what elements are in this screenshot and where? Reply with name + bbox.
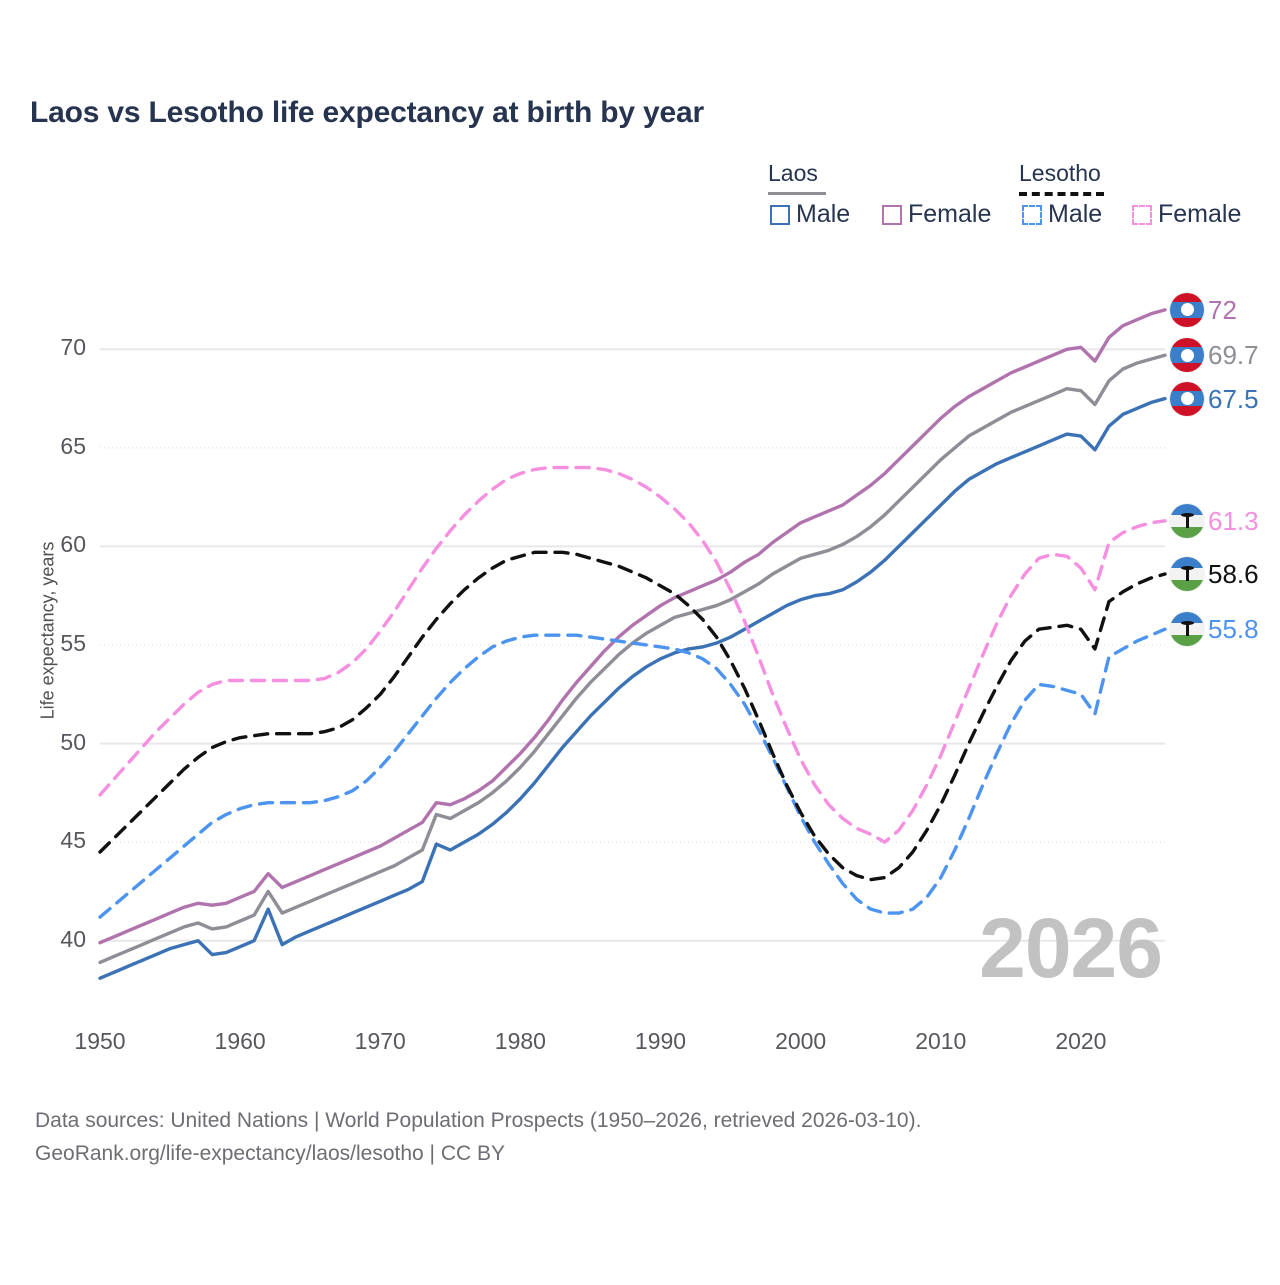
y-tick-label: 50 xyxy=(60,728,86,755)
endpoint-lesotho-male[interactable]: 55.8 xyxy=(1170,612,1259,647)
endpoint-laos-female[interactable]: 72 xyxy=(1170,292,1237,327)
legend-rule-dashed xyxy=(1019,192,1104,196)
series-line-lesotho-total xyxy=(98,550,1167,882)
endpoint-value: 58.6 xyxy=(1208,559,1259,590)
x-tick-label: 2010 xyxy=(915,1028,967,1054)
series-line-lesotho-male xyxy=(98,627,1167,919)
lesotho-flag-icon xyxy=(1170,557,1204,591)
footer-line-sources: Data sources: United Nations | World Pop… xyxy=(35,1109,922,1132)
endpoint-value: 72 xyxy=(1208,294,1237,325)
laos-flag-icon xyxy=(1170,381,1204,416)
y-tick-label: 55 xyxy=(60,630,86,656)
x-tick-label: 2020 xyxy=(1055,1028,1107,1054)
page-title: Laos vs Lesotho life expectancy at birth… xyxy=(30,96,704,129)
x-tick-label: 1970 xyxy=(354,1028,406,1054)
series-line-laos-female xyxy=(98,308,1167,945)
endpoint-lesotho-total[interactable]: 58.6 xyxy=(1170,557,1259,591)
year-watermark: 2026 xyxy=(979,901,1163,995)
series-line-laos-male xyxy=(98,396,1167,980)
endpoint-value: 69.7 xyxy=(1208,340,1259,371)
x-tick-label: 1950 xyxy=(74,1028,126,1054)
footer-credits: Data sources: United Nations | World Pop… xyxy=(35,1105,921,1170)
endpoint-value: 61.3 xyxy=(1208,505,1259,536)
legend-swatch-icon xyxy=(770,204,790,225)
x-tick-label: 2000 xyxy=(775,1028,827,1054)
legend-swatch-icon xyxy=(1022,204,1042,225)
lesotho-flag-icon xyxy=(1170,612,1204,647)
endpoint-laos-total[interactable]: 69.7 xyxy=(1170,338,1259,373)
legend-item-label: Male xyxy=(1048,200,1103,228)
lesotho-flag-icon xyxy=(1170,503,1204,538)
legend-item-laos-male[interactable]: Male xyxy=(770,202,850,227)
endpoint-value: 55.8 xyxy=(1208,614,1259,645)
chart-legend: Laos Lesotho Male Female Male Female xyxy=(760,160,1260,242)
series-line-lesotho-female xyxy=(98,465,1167,844)
legend-item-lesotho-male[interactable]: Male xyxy=(1022,202,1102,227)
laos-flag-icon xyxy=(1170,338,1204,373)
x-tick-label: 1980 xyxy=(494,1028,546,1054)
legend-swatch-icon xyxy=(882,204,902,225)
legend-group-lesotho: Lesotho xyxy=(1019,160,1101,186)
y-tick-label: 65 xyxy=(60,432,86,459)
endpoint-laos-male[interactable]: 67.5 xyxy=(1170,381,1259,416)
legend-swatch-icon xyxy=(1132,204,1152,225)
legend-item-label: Female xyxy=(908,200,992,228)
endpoint-lesotho-female[interactable]: 61.3 xyxy=(1170,503,1259,538)
footer-line-link[interactable]: GeoRank.org/life-expectancy/laos/lesotho… xyxy=(35,1141,506,1165)
y-tick-label: 70 xyxy=(60,334,86,361)
laos-flag-icon xyxy=(1170,292,1204,327)
legend-item-lesotho-female[interactable]: Female xyxy=(1132,202,1241,227)
x-tick-label: 1990 xyxy=(634,1028,687,1054)
legend-item-laos-female[interactable]: Female xyxy=(882,202,991,227)
endpoint-value: 67.5 xyxy=(1208,383,1259,414)
legend-group-laos: Laos xyxy=(768,160,818,186)
y-tick-label: 60 xyxy=(60,531,86,558)
legend-rule-solid xyxy=(768,192,826,195)
y-tick-label: 45 xyxy=(60,827,86,854)
legend-item-label: Female xyxy=(1158,200,1242,228)
y-tick-label: 40 xyxy=(60,925,86,952)
legend-item-label: Male xyxy=(796,200,851,228)
x-tick-label: 1960 xyxy=(214,1028,266,1054)
series-line-laos-total xyxy=(98,353,1167,965)
